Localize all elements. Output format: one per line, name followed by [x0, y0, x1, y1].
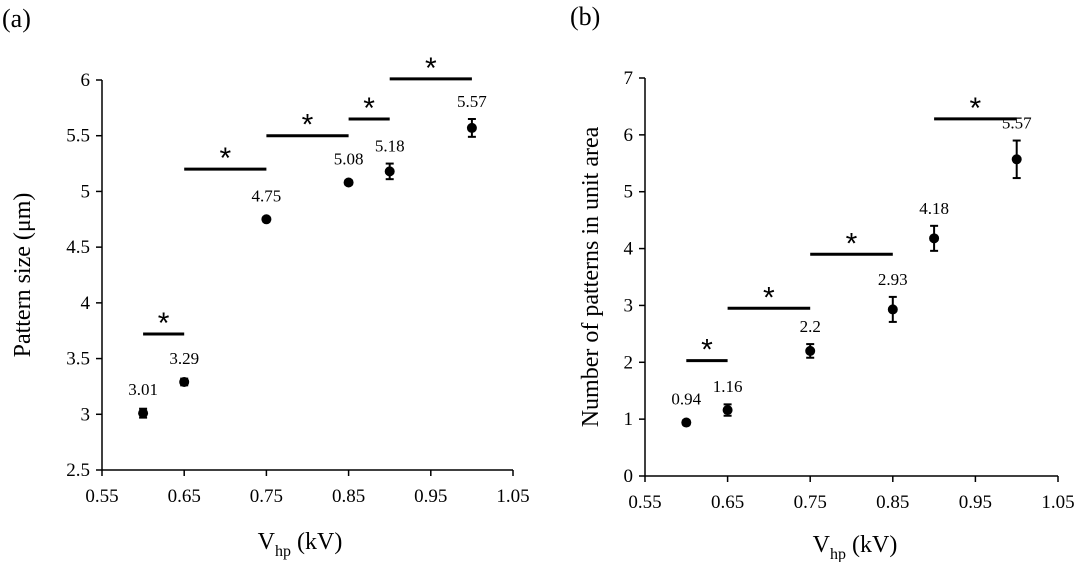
- significance-star: *: [425, 52, 437, 85]
- x-tick-label: 1.05: [496, 486, 529, 507]
- data-label: 0.94: [671, 390, 701, 409]
- y-tick-label: 4.5: [66, 237, 90, 258]
- x-axis-label-main: V: [258, 529, 276, 555]
- x-tick-label: 1.05: [1041, 492, 1074, 513]
- x-axis-label: Vhp (kV): [813, 532, 898, 562]
- y-tick-label: 3: [624, 295, 634, 316]
- data-point: [261, 214, 272, 225]
- significance-star: *: [363, 92, 375, 125]
- y-tick-label: 5: [81, 181, 91, 202]
- data-label: 4.18: [919, 199, 949, 218]
- data-point: [722, 405, 733, 416]
- y-tick-label: 0: [624, 466, 634, 487]
- x-tick-label: 0.95: [959, 492, 992, 513]
- data-point: [805, 345, 816, 356]
- x-axis-label: Vhp (kV): [258, 529, 343, 560]
- data-label: 2.2: [800, 317, 821, 336]
- significance-star: *: [846, 227, 858, 260]
- y-tick-label: 6: [624, 125, 634, 146]
- data-label: 3.01: [128, 380, 158, 399]
- y-tick-label: 7: [624, 68, 634, 89]
- x-axis-label-unit: (kV): [846, 532, 897, 558]
- data-point: [466, 122, 477, 133]
- significance-star: *: [158, 307, 170, 340]
- data-label: 5.18: [375, 137, 405, 156]
- x-axis-label-unit: (kV): [291, 529, 342, 555]
- panel-title: (a): [2, 4, 31, 33]
- x-axis-label-main: V: [813, 532, 831, 558]
- x-axis-label-subscript: hp: [830, 546, 846, 562]
- x-tick-label: 0.85: [332, 486, 365, 507]
- data-point: [929, 233, 940, 244]
- y-tick-label: 4: [624, 239, 634, 260]
- x-tick-label: 0.55: [85, 486, 118, 507]
- y-tick-label: 2.5: [66, 460, 90, 481]
- x-tick-label: 0.95: [414, 486, 447, 507]
- x-tick-label: 0.75: [250, 486, 283, 507]
- significance-star: *: [219, 142, 231, 175]
- y-tick-label: 3: [81, 404, 91, 425]
- y-tick-label: 3.5: [66, 349, 90, 370]
- y-tick-label: 5: [624, 182, 634, 203]
- x-tick-label: 0.65: [711, 492, 744, 513]
- data-point: [887, 304, 898, 315]
- data-label: 5.57: [1002, 114, 1032, 133]
- data-label: 1.16: [713, 377, 743, 396]
- data-label: 2.93: [878, 270, 908, 289]
- x-axis-label-subscript: hp: [275, 543, 291, 560]
- y-axis-label: Number of patterns in unit area: [578, 126, 604, 427]
- y-axis-label: Pattern size (μm): [10, 193, 36, 358]
- x-tick-label: 0.55: [628, 492, 661, 513]
- y-tick-label: 4: [81, 293, 91, 314]
- significance-star: *: [302, 109, 314, 142]
- data-point: [343, 177, 354, 188]
- y-tick-label: 6: [81, 70, 91, 91]
- significance-star: *: [763, 281, 775, 314]
- x-tick-label: 0.65: [168, 486, 201, 507]
- y-tick-label: 5.5: [66, 126, 90, 147]
- y-tick-label: 2: [624, 352, 634, 373]
- data-point: [681, 417, 692, 428]
- data-label: 5.08: [334, 150, 364, 169]
- x-tick-label: 0.85: [876, 492, 909, 513]
- panel-b: (b) 0 1 2 3 4 5 6 7 0.55 0.65 0.75 0.85 0.95 1.05 Numbe…: [570, 2, 1075, 562]
- data-point: [179, 376, 190, 387]
- panel-title: (b): [570, 2, 600, 31]
- data-point: [1011, 154, 1022, 165]
- data-point: [138, 408, 149, 419]
- x-tick-label: 0.75: [794, 492, 827, 513]
- significance-star: *: [970, 92, 982, 125]
- data-label: 5.57: [457, 92, 487, 111]
- data-label: 3.29: [169, 349, 199, 368]
- significance-star: *: [701, 334, 713, 367]
- data-point: [384, 166, 395, 177]
- data-label: 4.75: [252, 186, 282, 205]
- y-tick-label: 1: [624, 409, 634, 430]
- panel-a: (a) 2.5 3 3.5 4 4.5 5 5.5 6 0.55 0.65 0.75 0.85 0.95 1…: [2, 4, 530, 560]
